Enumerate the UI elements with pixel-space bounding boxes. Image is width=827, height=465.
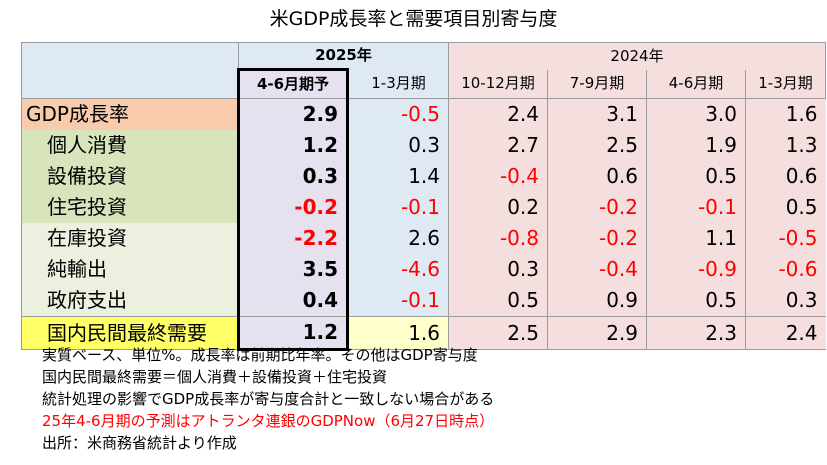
row-label: 設備投資 <box>21 161 239 192</box>
note-line: 実質ベース、単位%。成長率は前期比年率。その他はGDP寄与度 <box>42 346 478 364</box>
value-cell: -0.9 <box>646 254 746 285</box>
value-cell: -0.5 <box>347 98 449 130</box>
value-cell: 1.1 <box>646 223 746 254</box>
row-label: 個人消費 <box>21 130 239 161</box>
value-cell: 2.7 <box>448 130 548 161</box>
gdp-growth-row: GDP成長率 2.9 -0.5 2.4 3.1 3.0 1.6 <box>21 98 826 130</box>
year-2025-header: 2025年 <box>238 42 449 70</box>
note-line-forecast: 25年4-6月期の予測はアトランタ連銀のGDPNow（6月27日時点） <box>42 412 495 430</box>
component-row: 設備投資 0.3 1.4 -0.4 0.6 0.5 0.6 <box>21 161 826 192</box>
value-cell: 0.5 <box>646 285 746 317</box>
row-label: 住宅投資 <box>21 192 239 223</box>
value-cell: 0.4 <box>237 285 349 317</box>
chart-title: 米GDP成長率と需要項目別寄与度 <box>269 8 558 30</box>
value-cell: 0.6 <box>547 161 647 192</box>
value-cell: 0.3 <box>448 254 548 285</box>
value-cell: 0.5 <box>745 192 826 223</box>
value-cell: 1.2 <box>237 316 349 351</box>
value-cell: 2.5 <box>448 316 548 350</box>
quarter-header: 4-6月期予 <box>237 68 349 99</box>
value-cell: -0.2 <box>547 192 647 223</box>
value-cell: 2.9 <box>547 316 647 350</box>
gdp-contribution-table: 2025年 2024年 4-6月期予 1-3月期 10-12月期 7-9月期 4… <box>21 42 826 351</box>
value-cell: 0.3 <box>745 285 826 317</box>
value-cell: -0.4 <box>448 161 548 192</box>
quarter-header: 10-12月期 <box>448 69 548 99</box>
row-label: GDP成長率 <box>21 98 239 130</box>
domestic-demand-row: 国内民間最終需要 1.2 1.6 2.5 2.9 2.3 2.4 <box>21 316 826 351</box>
value-cell: -0.5 <box>745 223 826 254</box>
value-cell: 1.2 <box>237 130 349 161</box>
quarter-header-row: 4-6月期予 1-3月期 10-12月期 7-9月期 4-6月期 1-3月期 <box>21 68 826 99</box>
value-cell: 3.0 <box>646 98 746 130</box>
value-cell: -0.4 <box>547 254 647 285</box>
value-cell: 1.4 <box>347 161 449 192</box>
component-row: 在庫投資 -2.2 2.6 -0.8 -0.2 1.1 -0.5 <box>21 223 826 254</box>
component-row: 純輸出 3.5 -4.6 0.3 -0.4 -0.9 -0.6 <box>21 254 826 285</box>
value-cell: 2.4 <box>448 98 548 130</box>
component-row: 政府支出 0.4 -0.1 0.5 0.9 0.5 0.3 <box>21 285 826 317</box>
year-2024-header: 2024年 <box>448 42 826 70</box>
value-cell: 3.1 <box>547 98 647 130</box>
source-note: 出所：米商務省統計より作成 <box>42 434 237 452</box>
value-cell: -0.1 <box>347 192 449 223</box>
row-label: 国内民間最終需要 <box>21 316 239 350</box>
value-cell: 0.2 <box>448 192 548 223</box>
value-cell: 2.6 <box>347 223 449 254</box>
component-row: 住宅投資 -0.2 -0.1 0.2 -0.2 -0.1 0.5 <box>21 192 826 223</box>
quarter-header: 1-3月期 <box>347 69 449 99</box>
value-cell: 2.4 <box>745 316 826 350</box>
value-cell: 3.5 <box>237 254 349 285</box>
value-cell: 1.3 <box>745 130 826 161</box>
quarter-header: 7-9月期 <box>547 69 647 99</box>
row-label: 純輸出 <box>21 254 239 285</box>
value-cell: 2.5 <box>547 130 647 161</box>
value-cell: 0.5 <box>448 285 548 317</box>
value-cell: 1.6 <box>347 316 449 350</box>
value-cell: 1.9 <box>646 130 746 161</box>
value-cell: 2.3 <box>646 316 746 350</box>
value-cell: 0.9 <box>547 285 647 317</box>
note-line: 統計処理の影響でGDP成長率が寄与度合計と一致しない場合がある <box>42 390 495 408</box>
value-cell: 0.6 <box>745 161 826 192</box>
component-row: 個人消費 1.2 0.3 2.7 2.5 1.9 1.3 <box>21 130 826 161</box>
value-cell: -4.6 <box>347 254 449 285</box>
quarter-header: 1-3月期 <box>745 69 826 99</box>
value-cell: -0.6 <box>745 254 826 285</box>
value-cell: -0.2 <box>547 223 647 254</box>
value-cell: -2.2 <box>237 223 349 254</box>
value-cell: -0.8 <box>448 223 548 254</box>
value-cell: -0.1 <box>347 285 449 317</box>
value-cell: 0.5 <box>646 161 746 192</box>
row-label: 政府支出 <box>21 285 239 317</box>
value-cell: -0.2 <box>237 192 349 223</box>
row-label: 在庫投資 <box>21 223 239 254</box>
notes: 実質ベース、単位%。成長率は前期比年率。その他はGDP寄与度 国内民間最終需要＝… <box>42 344 494 454</box>
value-cell: 2.9 <box>237 98 349 130</box>
value-cell: 1.6 <box>745 98 826 130</box>
value-cell: 0.3 <box>347 130 449 161</box>
header-corner <box>21 42 239 70</box>
note-line: 国内民間最終需要＝個人消費＋設備投資＋住宅投資 <box>42 368 388 386</box>
quarter-header: 4-6月期 <box>646 69 746 99</box>
value-cell: 0.3 <box>237 161 349 192</box>
header-corner-lower <box>21 69 239 99</box>
value-cell: -0.1 <box>646 192 746 223</box>
